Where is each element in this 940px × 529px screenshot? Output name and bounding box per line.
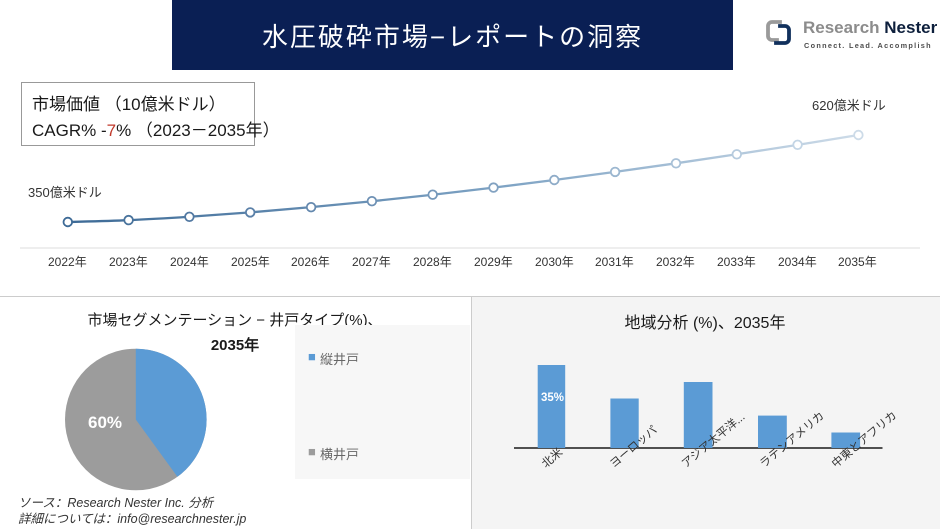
svg-text:35%: 35% [541,392,564,404]
svg-text:60%: 60% [88,413,122,432]
